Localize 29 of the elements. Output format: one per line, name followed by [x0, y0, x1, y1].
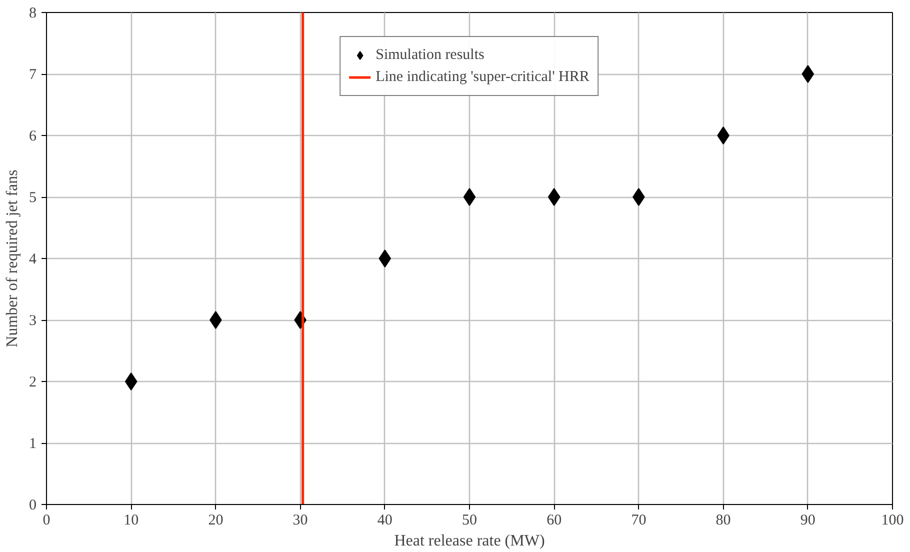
- y-tick-label: 5: [29, 190, 36, 206]
- y-tick-label: 3: [29, 313, 36, 329]
- y-tick-label: 0: [29, 498, 36, 514]
- x-tick-label: 60: [546, 512, 562, 528]
- point: [378, 250, 392, 268]
- legend-label: Simulation results: [376, 46, 484, 64]
- x-tick-label: 100: [881, 512, 904, 528]
- y-tick-label: 1: [29, 436, 36, 452]
- y-tick-label: 8: [29, 6, 36, 22]
- point: [124, 372, 138, 390]
- y-axis-title: Number of required jet fans: [4, 170, 21, 348]
- point: [548, 188, 560, 206]
- legend-label: Line indicating 'super-critical' HRR: [376, 68, 590, 86]
- x-axis-title: Heat release rate (MW): [394, 532, 545, 550]
- y-tick-label: 4: [29, 252, 37, 268]
- point: [802, 65, 814, 83]
- x-tick-label: 20: [208, 512, 224, 528]
- x-tick-label: 90: [800, 512, 816, 528]
- x-tick-label: 50: [462, 512, 477, 528]
- x-tick-label: 0: [42, 512, 50, 528]
- y-tick-label: 7: [29, 67, 37, 83]
- x-tick-label: 40: [377, 512, 392, 528]
- y-tick-label: 6: [29, 128, 37, 144]
- x-tick-label: 70: [631, 512, 646, 528]
- x-tick-label: 80: [716, 512, 731, 528]
- y-tick-label: 2: [29, 374, 36, 390]
- x-tick-label: 30: [292, 512, 308, 528]
- x-tick-label: 10: [124, 512, 139, 528]
- point: [463, 188, 476, 206]
